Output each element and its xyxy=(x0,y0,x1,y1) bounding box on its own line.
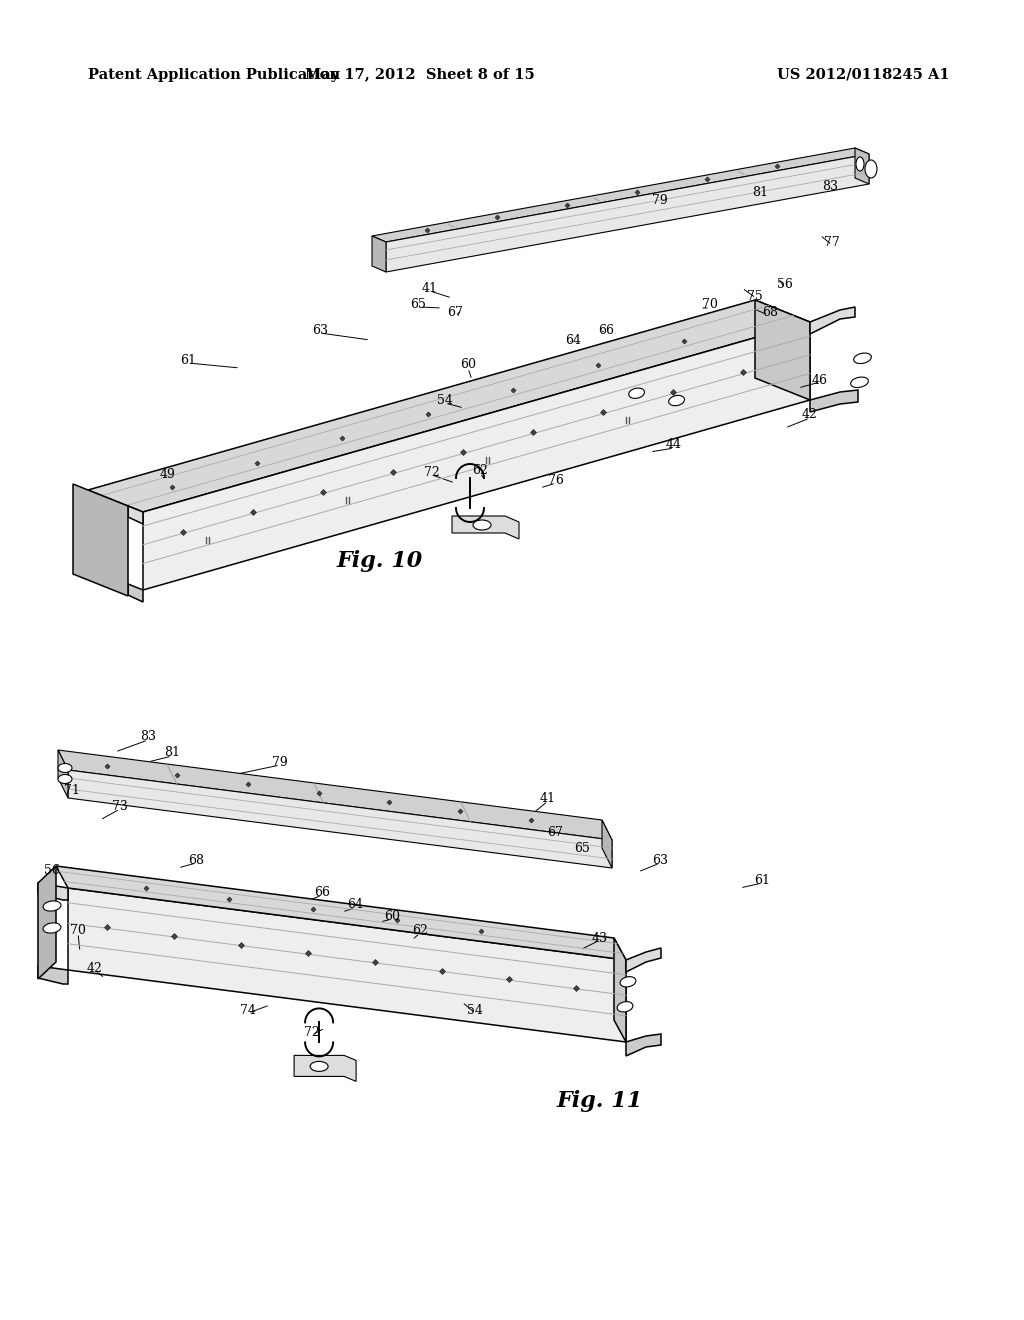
Ellipse shape xyxy=(865,160,877,178)
Text: 64: 64 xyxy=(565,334,581,346)
Polygon shape xyxy=(294,1056,356,1081)
Text: 75: 75 xyxy=(748,289,763,302)
Ellipse shape xyxy=(851,378,868,388)
Polygon shape xyxy=(452,516,519,539)
Ellipse shape xyxy=(43,923,61,933)
Text: 72: 72 xyxy=(304,1026,319,1039)
Text: 54: 54 xyxy=(467,1003,483,1016)
Text: 56: 56 xyxy=(44,863,60,876)
Polygon shape xyxy=(755,300,810,400)
Ellipse shape xyxy=(617,1002,633,1012)
Polygon shape xyxy=(810,389,858,412)
Polygon shape xyxy=(143,322,810,590)
Text: 63: 63 xyxy=(652,854,668,866)
Text: 65: 65 xyxy=(574,842,590,854)
Ellipse shape xyxy=(43,900,61,911)
Text: 76: 76 xyxy=(548,474,564,487)
Ellipse shape xyxy=(473,520,490,531)
Polygon shape xyxy=(602,820,612,869)
Text: 62: 62 xyxy=(412,924,428,936)
Polygon shape xyxy=(58,750,612,840)
Polygon shape xyxy=(38,883,68,900)
Text: 77: 77 xyxy=(824,235,840,248)
Polygon shape xyxy=(128,583,143,602)
Text: 73: 73 xyxy=(112,800,128,813)
Polygon shape xyxy=(68,888,626,1041)
Text: 43: 43 xyxy=(592,932,608,945)
Polygon shape xyxy=(38,866,56,979)
Ellipse shape xyxy=(669,396,684,405)
Text: 60: 60 xyxy=(460,359,476,371)
Text: 54: 54 xyxy=(437,393,453,407)
Text: 67: 67 xyxy=(447,306,463,319)
Text: 83: 83 xyxy=(140,730,156,742)
Text: 81: 81 xyxy=(164,746,180,759)
Text: 60: 60 xyxy=(384,909,400,923)
Text: 66: 66 xyxy=(314,886,330,899)
Ellipse shape xyxy=(629,388,644,399)
Text: 44: 44 xyxy=(666,438,682,451)
Text: Patent Application Publication: Patent Application Publication xyxy=(88,69,340,82)
Text: 70: 70 xyxy=(702,298,718,312)
Text: 74: 74 xyxy=(240,1003,256,1016)
Text: 66: 66 xyxy=(598,323,614,337)
Text: 41: 41 xyxy=(540,792,556,804)
Ellipse shape xyxy=(310,1061,328,1072)
Text: 81: 81 xyxy=(752,186,768,198)
Text: May 17, 2012  Sheet 8 of 15: May 17, 2012 Sheet 8 of 15 xyxy=(305,69,535,82)
Text: 79: 79 xyxy=(652,194,668,206)
Ellipse shape xyxy=(621,977,636,987)
Text: 70: 70 xyxy=(70,924,86,936)
Polygon shape xyxy=(58,750,68,799)
Polygon shape xyxy=(73,484,128,597)
Polygon shape xyxy=(38,966,68,983)
Polygon shape xyxy=(56,866,626,960)
Ellipse shape xyxy=(856,157,864,172)
Text: 62: 62 xyxy=(472,463,488,477)
Text: Fig. 11: Fig. 11 xyxy=(557,1090,643,1111)
Text: US 2012/0118245 A1: US 2012/0118245 A1 xyxy=(777,69,950,82)
Text: 64: 64 xyxy=(347,899,362,912)
Text: 71: 71 xyxy=(65,784,80,796)
Text: 67: 67 xyxy=(547,825,563,838)
Polygon shape xyxy=(855,148,869,183)
Text: 68: 68 xyxy=(762,305,778,318)
Polygon shape xyxy=(614,939,626,1041)
Polygon shape xyxy=(810,308,855,334)
Polygon shape xyxy=(626,1034,662,1056)
Text: 42: 42 xyxy=(87,961,103,974)
Text: 72: 72 xyxy=(424,466,440,479)
Text: 42: 42 xyxy=(802,408,818,421)
Ellipse shape xyxy=(58,763,72,772)
Text: Fig. 10: Fig. 10 xyxy=(337,550,423,572)
Text: 68: 68 xyxy=(188,854,204,866)
Polygon shape xyxy=(88,300,810,512)
Polygon shape xyxy=(68,770,612,869)
Text: 61: 61 xyxy=(180,354,196,367)
Text: 83: 83 xyxy=(822,180,838,193)
Polygon shape xyxy=(372,236,386,272)
Polygon shape xyxy=(386,154,869,272)
Text: 56: 56 xyxy=(777,279,793,292)
Polygon shape xyxy=(626,948,662,972)
Text: 46: 46 xyxy=(812,374,828,387)
Ellipse shape xyxy=(58,775,72,784)
Text: 79: 79 xyxy=(272,755,288,768)
Text: 65: 65 xyxy=(410,298,426,312)
Polygon shape xyxy=(372,148,869,242)
Text: 63: 63 xyxy=(312,323,328,337)
Polygon shape xyxy=(128,506,143,524)
Text: 61: 61 xyxy=(754,874,770,887)
Text: 49: 49 xyxy=(160,469,176,482)
Text: 41: 41 xyxy=(422,281,438,294)
Ellipse shape xyxy=(854,352,871,363)
